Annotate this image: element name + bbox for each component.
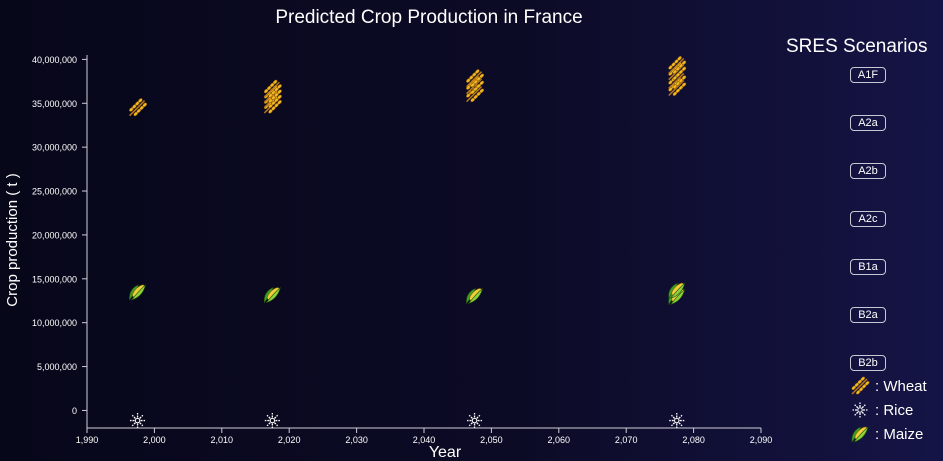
scenario-button-b2a[interactable]: B2a xyxy=(850,307,886,323)
scenario-button-a2b[interactable]: A2b xyxy=(850,163,886,179)
scenario-button-b1a[interactable]: B1a xyxy=(850,259,886,275)
scenario-button-a1f[interactable]: A1F xyxy=(850,67,886,83)
rice-point xyxy=(130,413,146,429)
y-tick-label: 15,000,000 xyxy=(32,274,77,284)
y-tick-label: 10,000,000 xyxy=(32,318,77,328)
legend-title: SRES Scenarios xyxy=(786,36,928,57)
wheat-point xyxy=(668,56,687,75)
rice-point xyxy=(467,413,483,429)
y-tick-label: 20,000,000 xyxy=(32,230,77,240)
x-tick-label: 1,990 xyxy=(76,435,99,445)
y-tick-label: 25,000,000 xyxy=(32,187,77,197)
maize-point xyxy=(129,284,147,301)
x-tick-label: 2,030 xyxy=(345,435,368,445)
rice-icon xyxy=(852,402,868,418)
x-tick-label: 2,020 xyxy=(278,435,301,445)
legend-item-rice: : Rice xyxy=(850,399,913,421)
y-axis-label: Crop production ( t ) xyxy=(4,173,21,306)
x-tick-label: 2,050 xyxy=(480,435,503,445)
maize-icon xyxy=(851,426,869,443)
y-tick-label: 35,000,000 xyxy=(32,99,77,109)
x-tick-label: 2,060 xyxy=(548,435,571,445)
x-tick-label: 2,010 xyxy=(211,435,234,445)
data-marks xyxy=(129,56,687,429)
rice-point xyxy=(264,413,280,429)
x-tick-label: 2,090 xyxy=(750,435,773,445)
y-tick-label: 30,000,000 xyxy=(32,143,77,153)
maize-point xyxy=(263,286,281,304)
y-axis: 0 5,000,000 10,000,000 15,000,000 20,000,000… xyxy=(32,55,88,428)
legend-label-maize: : Maize xyxy=(875,425,924,443)
x-tick-label: 2,080 xyxy=(682,435,705,445)
chart-title: Predicted Crop Production in France xyxy=(275,7,582,28)
x-tick-label: 2,040 xyxy=(413,435,436,445)
x-axis-label: Year xyxy=(429,444,462,461)
wheat-point xyxy=(466,69,485,88)
scenario-button-a2a[interactable]: A2a xyxy=(850,115,886,131)
legend-label-rice: : Rice xyxy=(875,401,914,419)
wheat-point xyxy=(263,79,282,98)
y-tick-label: 0 xyxy=(72,406,77,416)
wheat-point xyxy=(129,98,148,117)
scenario-button-a2c[interactable]: A2c xyxy=(850,211,886,227)
legend-item-wheat: : Wheat xyxy=(850,375,927,397)
rice-point xyxy=(669,413,685,429)
legend-item-maize: : Maize xyxy=(850,423,923,445)
y-tick-label: 40,000,000 xyxy=(32,55,77,65)
y-tick-label: 5,000,000 xyxy=(37,362,77,372)
wheat-icon xyxy=(851,376,870,395)
maize-point xyxy=(668,282,686,299)
x-tick-label: 2,070 xyxy=(615,435,638,445)
maize-point xyxy=(466,287,484,305)
x-tick-label: 2,000 xyxy=(143,435,166,445)
legend-label-wheat: : Wheat xyxy=(875,377,927,395)
scenario-button-b2b[interactable]: B2b xyxy=(850,355,886,371)
x-axis: 1,990 2,000 2,010 2,020 2,030 2,040 2,050 2,060… xyxy=(76,427,773,445)
